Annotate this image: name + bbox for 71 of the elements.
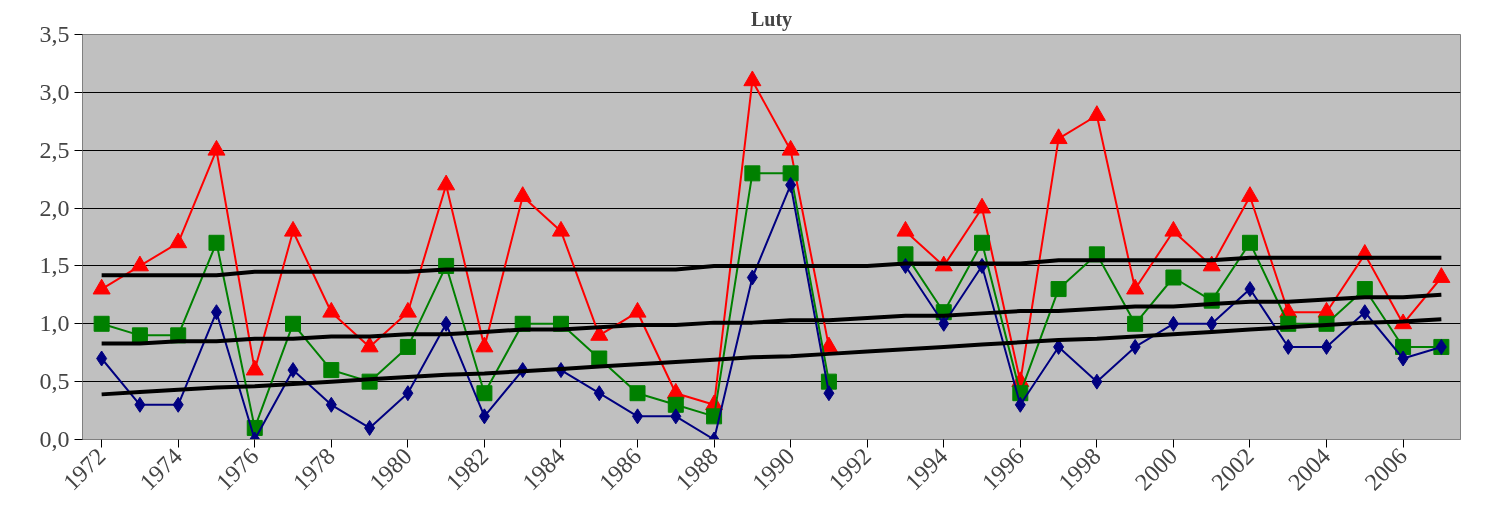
y-tick-label: 0,0 — [39, 426, 70, 452]
point — [92, 278, 111, 295]
point — [1206, 315, 1218, 332]
point — [938, 315, 950, 332]
point — [823, 385, 835, 402]
point — [169, 232, 188, 249]
point — [476, 385, 493, 402]
point — [591, 350, 608, 367]
point — [208, 234, 225, 251]
point — [1165, 269, 1182, 286]
point — [973, 197, 992, 214]
point — [896, 220, 915, 237]
point — [440, 315, 452, 332]
point — [744, 165, 761, 182]
point — [551, 220, 570, 237]
point — [670, 408, 682, 425]
point — [323, 362, 340, 379]
point — [1091, 373, 1103, 390]
point — [782, 165, 799, 182]
point — [1126, 278, 1145, 295]
point — [1397, 350, 1409, 367]
chart-title: Luty — [750, 7, 793, 31]
point — [974, 234, 991, 251]
y-tick-label: 0,5 — [39, 368, 70, 395]
point — [1049, 128, 1068, 145]
point — [1321, 338, 1333, 355]
y-tick-label: 3,0 — [39, 78, 70, 105]
point — [781, 139, 800, 156]
point — [134, 396, 146, 413]
point — [478, 408, 490, 425]
point — [325, 396, 337, 413]
point — [402, 385, 414, 402]
point — [1244, 281, 1256, 298]
y-tick-label: 2,5 — [39, 136, 70, 163]
point — [399, 338, 416, 355]
point — [210, 304, 222, 321]
point — [667, 396, 684, 413]
point — [1050, 281, 1067, 298]
y-tick-label: 3,5 — [39, 21, 70, 47]
point — [1127, 315, 1144, 332]
point — [285, 315, 302, 332]
point — [1241, 234, 1258, 251]
y-tick-label: 1,0 — [39, 310, 70, 337]
point — [1359, 304, 1371, 321]
point — [1087, 105, 1106, 121]
point — [1167, 315, 1179, 332]
point — [1014, 396, 1026, 413]
point — [172, 396, 184, 413]
point — [1129, 338, 1141, 355]
point — [593, 385, 605, 402]
y-tick-label: 2,0 — [39, 194, 70, 221]
point — [1240, 186, 1259, 202]
point — [743, 70, 762, 87]
point — [284, 220, 303, 237]
point — [629, 385, 646, 402]
point — [207, 139, 226, 156]
y-tick-label: 1,5 — [39, 252, 70, 279]
point — [96, 350, 108, 367]
point — [785, 176, 797, 193]
point — [287, 362, 299, 379]
point — [364, 419, 376, 436]
point — [437, 174, 456, 191]
point — [93, 315, 110, 332]
point — [1432, 267, 1451, 283]
point — [746, 269, 758, 286]
point — [130, 255, 149, 272]
point — [1164, 220, 1183, 237]
point — [897, 246, 914, 263]
point — [632, 408, 644, 425]
point — [1282, 338, 1294, 355]
point — [513, 186, 532, 202]
